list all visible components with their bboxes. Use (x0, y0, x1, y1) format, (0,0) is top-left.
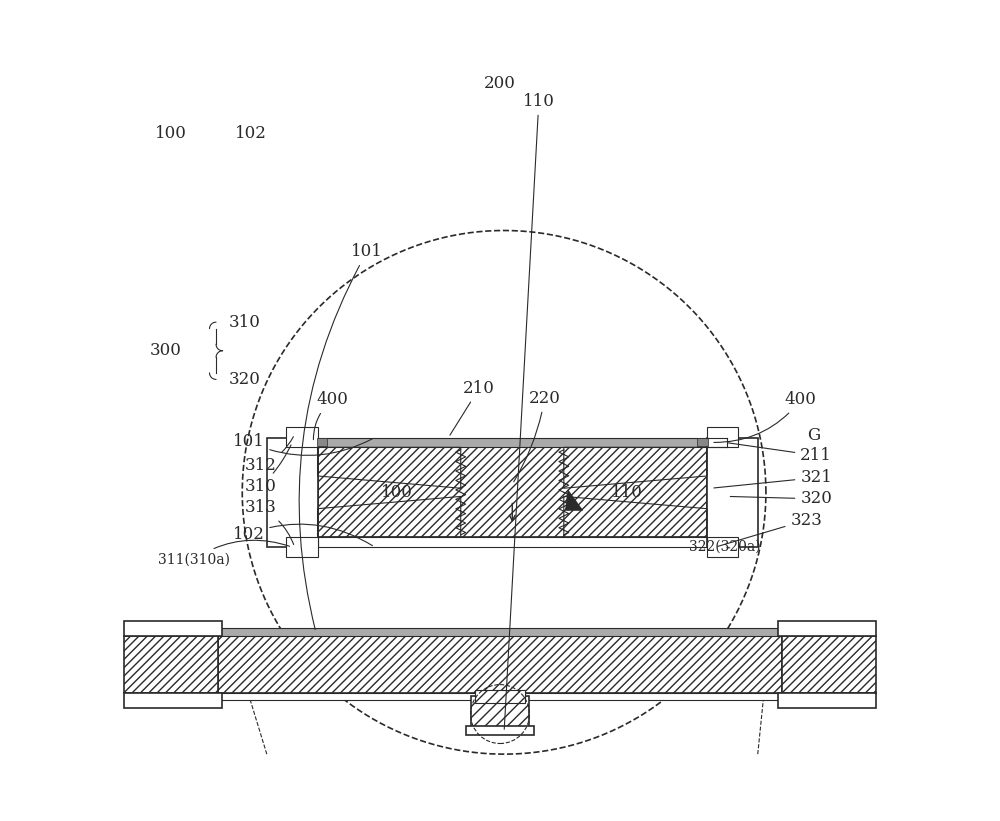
Bar (778, 693, 876, 708)
Text: 320: 320 (730, 490, 832, 507)
Text: 102: 102 (232, 524, 372, 546)
Text: G: G (807, 428, 820, 444)
Text: 313: 313 (245, 499, 294, 544)
Bar (124, 635, 218, 693)
Text: 310: 310 (245, 445, 291, 495)
Text: 311(310a): 311(310a) (158, 540, 290, 566)
Bar (286, 537, 318, 557)
Text: 322(320a): 322(320a) (689, 539, 760, 553)
Text: 200: 200 (484, 75, 516, 92)
Bar (707, 438, 758, 547)
Bar (318, 537, 707, 547)
Bar (707, 427, 738, 447)
Bar (317, 438, 327, 446)
Polygon shape (565, 490, 583, 511)
Bar (707, 537, 738, 557)
Bar (318, 447, 707, 537)
Bar (471, 696, 529, 727)
Bar (475, 690, 525, 704)
Text: 100: 100 (381, 484, 413, 501)
Text: 102: 102 (235, 126, 266, 142)
Text: 400: 400 (714, 392, 817, 443)
Bar (124, 621, 222, 635)
Bar (778, 621, 876, 635)
Text: 100: 100 (155, 126, 187, 142)
Bar (218, 693, 782, 700)
Text: 320: 320 (228, 371, 260, 388)
Text: 210: 210 (450, 380, 495, 435)
Text: 312: 312 (245, 437, 293, 474)
Text: 400: 400 (313, 392, 349, 439)
Text: 321: 321 (714, 469, 832, 488)
Bar (124, 693, 222, 708)
Text: 101: 101 (299, 243, 383, 630)
Bar (466, 726, 534, 736)
Bar (697, 438, 708, 446)
Text: 110: 110 (504, 93, 555, 729)
Text: 110: 110 (611, 484, 643, 501)
Bar (286, 427, 318, 447)
Bar (267, 438, 318, 547)
Text: 310: 310 (228, 314, 260, 331)
Text: 300: 300 (150, 342, 182, 360)
Text: 220: 220 (514, 390, 561, 482)
Bar (782, 635, 876, 693)
Text: 211: 211 (728, 443, 832, 464)
Text: 323: 323 (718, 511, 822, 546)
Text: 101: 101 (232, 433, 372, 456)
Bar (318, 438, 707, 447)
Bar (218, 628, 782, 635)
Bar (218, 635, 782, 693)
